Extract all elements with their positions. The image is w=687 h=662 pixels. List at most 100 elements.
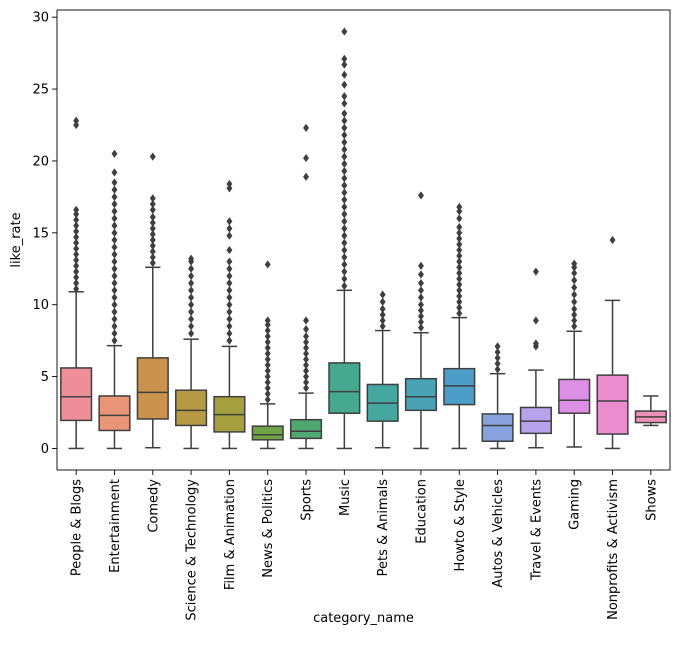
outlier-point (341, 281, 348, 291)
x-axis-label: category_name (313, 611, 414, 626)
outlier-point (149, 224, 156, 233)
outlier-point (303, 355, 310, 364)
outlier-point (264, 366, 271, 375)
outlier-point (149, 152, 156, 161)
outlier-point (111, 235, 118, 245)
outlier-point (303, 343, 310, 352)
outlier-point (111, 243, 118, 252)
outlier-point (111, 286, 118, 295)
outlier-point (456, 251, 463, 260)
outlier-point (188, 286, 195, 295)
outlier-point (73, 227, 80, 236)
y-tick-label: 20 (32, 154, 49, 169)
outlier-point (226, 257, 233, 266)
outlier-point (73, 116, 80, 125)
outlier-point (341, 238, 348, 247)
outlier-point (303, 316, 310, 325)
outlier-point (417, 191, 424, 200)
y-tick-label: 0 (41, 442, 49, 457)
outlier-point (379, 316, 386, 325)
outlier-point (341, 166, 348, 176)
outlier-point (341, 70, 348, 79)
outlier-point (111, 228, 118, 237)
outlier-point (417, 300, 424, 309)
outlier-point (571, 310, 578, 319)
outlier-point (341, 188, 348, 197)
outlier-point (341, 217, 348, 226)
outlier-point (341, 92, 348, 101)
outlier-point (341, 245, 348, 255)
x-tick-label: Comedy (146, 479, 161, 533)
outlier-point (226, 184, 233, 193)
outlier-point (456, 228, 463, 237)
outlier-point (149, 241, 156, 250)
outlier-point (226, 279, 233, 288)
x-tick-label: Shows (644, 479, 659, 521)
outlier-point (111, 257, 118, 266)
x-tick-label: Science & Technology (185, 479, 200, 621)
outlier-point (341, 224, 348, 233)
outlier-point (571, 322, 578, 331)
outlier-point (571, 316, 578, 325)
outlier-point (571, 283, 578, 292)
outlier-point (226, 300, 233, 309)
outlier-point (188, 279, 195, 288)
outlier-point (226, 314, 233, 324)
outlier-point (111, 250, 118, 259)
outlier-point (188, 307, 195, 316)
box-gaming (558, 259, 591, 448)
x-tick-label: Nonprofits & Activism (606, 479, 621, 620)
outlier-point (341, 116, 348, 125)
outlier-point (73, 279, 80, 288)
outlier-point (379, 290, 386, 299)
x-axis: People & Blogs Entertainment Comedy Science… (70, 470, 659, 621)
outlier-point (341, 267, 348, 276)
box-iqr (558, 378, 591, 414)
outlier-point (188, 271, 195, 281)
outlier-point (341, 274, 348, 283)
box-iqr (251, 425, 284, 441)
y-tick-label: 5 (41, 370, 49, 385)
outlier-point (341, 231, 348, 240)
outlier-point (341, 54, 348, 63)
y-tick-label: 15 (32, 226, 49, 241)
outlier-point (456, 263, 463, 272)
outlier-point (379, 322, 386, 331)
outlier-point (494, 348, 501, 357)
outlier-point (456, 214, 463, 223)
box-comedy (136, 152, 169, 449)
outlier-point (226, 271, 233, 281)
outlier-point (111, 307, 118, 316)
outlier-point (226, 307, 233, 316)
outlier-point (494, 342, 501, 351)
outlier-point (456, 268, 463, 278)
outlier-point (111, 322, 118, 331)
outlier-point (571, 259, 578, 268)
outlier-point (264, 389, 271, 398)
outlier-point (264, 372, 271, 381)
outlier-point (226, 329, 233, 338)
outlier-point (149, 247, 156, 256)
outlier-point (188, 254, 195, 263)
outlier-point (264, 378, 271, 387)
outlier-point (226, 231, 233, 240)
y-axis: 0 5 10 15 20 25 30 (32, 11, 57, 457)
x-tick-label: News & Politics (261, 479, 276, 578)
outlier-point (379, 304, 386, 314)
outlier-point (341, 99, 348, 108)
outlier-point (303, 349, 310, 358)
outlier-point (417, 323, 424, 332)
box-people-blogs (60, 116, 93, 450)
outlier-point (341, 60, 348, 69)
outlier-point (264, 349, 271, 358)
outlier-point (149, 194, 156, 203)
outlier-point (341, 181, 348, 190)
box-iqr (404, 377, 438, 412)
outlier-point (303, 383, 310, 393)
outlier-point (149, 205, 156, 214)
outlier-point (188, 300, 195, 309)
x-tick-label: Gaming (568, 479, 583, 530)
outlier-point (111, 199, 118, 209)
outlier-point (264, 326, 271, 335)
outlier-point (226, 336, 233, 345)
